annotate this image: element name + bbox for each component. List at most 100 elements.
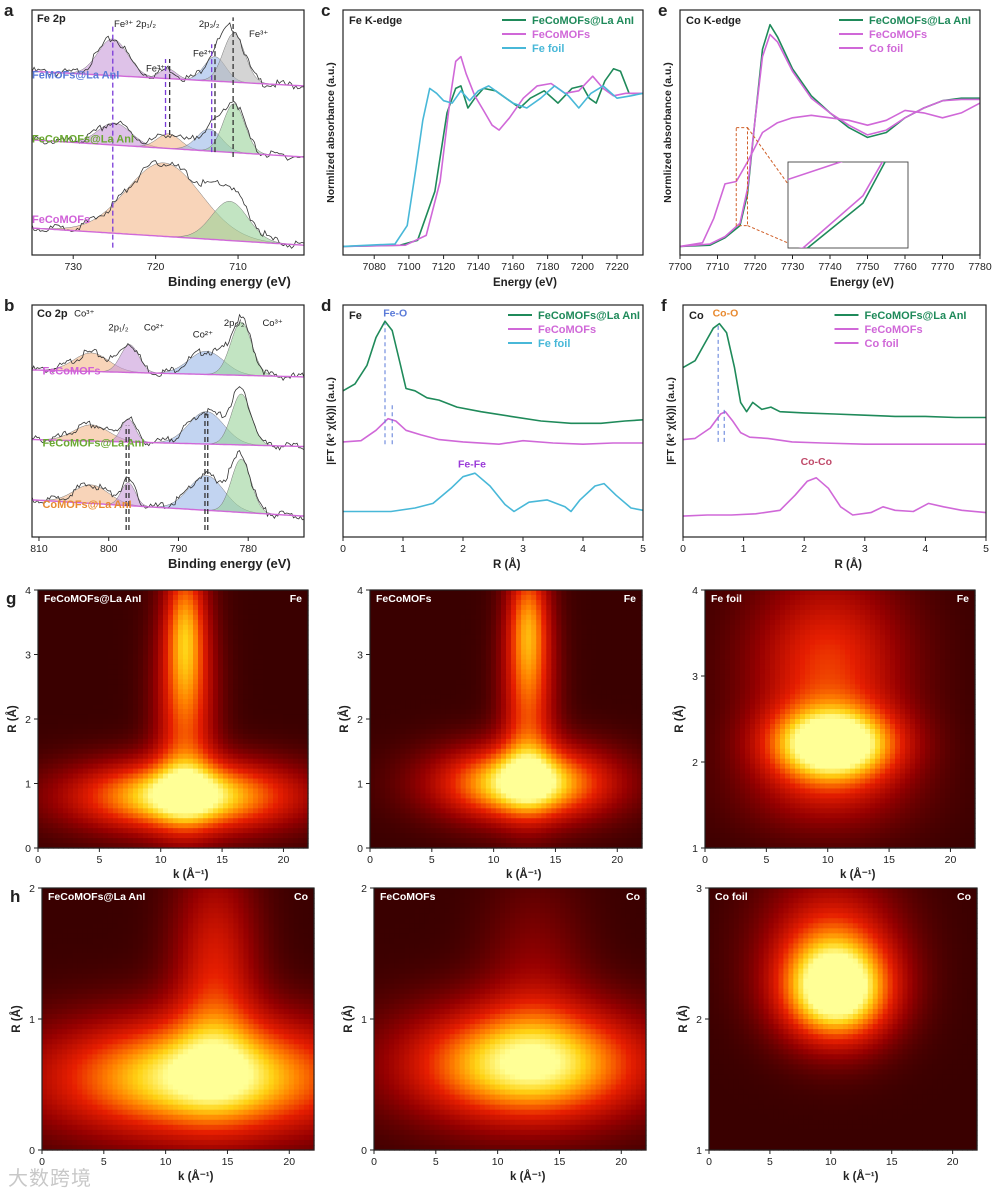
heatmap-cell <box>188 634 194 641</box>
heatmap-cell <box>238 704 244 710</box>
heatmap-cell <box>380 689 386 695</box>
heatmap-cell <box>193 669 199 675</box>
heatmap-cell <box>198 763 204 770</box>
heatmap-cell <box>58 823 64 829</box>
heatmap-cell <box>73 823 79 829</box>
heatmap-cell <box>143 599 149 606</box>
heatmap-cell <box>133 833 139 839</box>
heatmap-cell <box>475 719 482 725</box>
heatmap-cell <box>470 823 477 829</box>
heatmap-cell <box>370 758 376 765</box>
heatmap-cell <box>228 649 234 656</box>
heatmap-cell <box>208 714 214 720</box>
heatmap-cell <box>128 634 134 641</box>
heatmap-cell <box>123 689 129 695</box>
heatmap-cell <box>455 743 462 750</box>
heatmap-cell <box>38 654 44 661</box>
heatmap-cell <box>188 748 194 755</box>
heatmap-cell <box>128 783 134 790</box>
heatmap-cell <box>516 748 522 755</box>
heatmap-cell <box>138 649 144 656</box>
heatmap-cell <box>551 689 557 695</box>
heatmap-cell <box>475 793 482 799</box>
heatmap-cell <box>400 624 406 631</box>
heatmap-cell <box>511 733 517 740</box>
heatmap-cell <box>73 649 79 656</box>
heatmap-cell <box>193 709 199 715</box>
heatmap-cell <box>500 738 507 745</box>
heatmap-cell <box>480 590 487 596</box>
heatmap-cell <box>536 654 542 661</box>
heatmap-cell <box>133 723 139 730</box>
heatmap-cell <box>526 738 532 745</box>
heatmap-cell <box>460 758 467 765</box>
heatmap-cell <box>38 704 44 710</box>
x-tick-label: 3 <box>520 543 526 555</box>
heatmap-cell <box>218 679 224 685</box>
heatmap-cell <box>430 649 437 656</box>
heatmap-cell <box>63 709 69 715</box>
heatmap-cell <box>405 838 411 844</box>
heatmap-cell <box>198 773 204 780</box>
heatmap-cell <box>506 659 512 666</box>
heatmap-cell <box>258 808 264 814</box>
heatmap-cell <box>390 818 396 824</box>
heatmap-cell <box>475 808 482 814</box>
heatmap-cell <box>445 743 452 750</box>
heatmap-cell <box>253 823 259 829</box>
heatmap-cell <box>400 803 406 809</box>
heatmap-cell <box>541 624 547 631</box>
heatmap-cell <box>148 664 154 670</box>
heatmap-cell <box>430 793 437 799</box>
heatmap-cell <box>53 664 59 670</box>
legend-entry: FeCoMOFs@La AnI <box>869 15 971 27</box>
heatmap-cell <box>475 659 482 666</box>
heatmap-cell <box>273 728 279 735</box>
heatmap-cell <box>516 818 522 824</box>
heatmap-cell <box>455 723 462 730</box>
peak-annotation: 2p₃/₂ <box>199 19 220 30</box>
heatmap-cell <box>445 664 452 670</box>
heatmap-cell <box>415 694 421 700</box>
heatmap-cell <box>485 793 492 799</box>
heatmap-cell <box>415 659 421 666</box>
heatmap-cell <box>88 649 94 656</box>
heatmap-cell <box>158 644 164 651</box>
heatmap-cell <box>485 664 492 670</box>
heatmap-cell <box>405 709 411 715</box>
heatmap-cell <box>148 733 154 740</box>
heatmap-cell <box>375 624 381 631</box>
x-tick-label: 1 <box>741 543 747 555</box>
heatmap-cell <box>168 798 174 804</box>
heatmap-cell <box>48 599 54 606</box>
heatmap-cell <box>153 599 159 606</box>
heatmap-cell <box>113 808 119 814</box>
heatmap-cell <box>485 768 492 775</box>
heatmap-cell <box>490 773 497 780</box>
heatmap-cell <box>420 803 427 809</box>
heatmap-cell <box>278 813 284 819</box>
heatmap-cell <box>173 723 179 730</box>
heatmap-cell <box>273 644 279 651</box>
heatmap-cell <box>253 609 259 616</box>
heatmap-cell <box>445 679 452 685</box>
heatmap-cell <box>288 714 294 720</box>
heatmap-cell <box>435 599 442 606</box>
heatmap-cell <box>405 763 411 770</box>
heatmap-cell <box>198 669 204 675</box>
heatmap-cell <box>253 604 259 611</box>
heatmap-cell <box>43 808 49 814</box>
heatmap-cell <box>385 714 391 720</box>
heatmap-cell <box>460 753 467 760</box>
heatmap-cell <box>108 634 114 641</box>
heatmap-cell <box>153 649 159 656</box>
heatmap-cell <box>38 669 44 675</box>
heatmap-cell <box>531 743 537 750</box>
heatmap-cell <box>113 609 119 616</box>
heatmap-cell <box>531 704 537 710</box>
heatmap-cell <box>208 748 214 755</box>
heatmap-cell <box>103 738 109 745</box>
heatmap-cell <box>278 818 284 824</box>
heatmap-cell <box>78 694 84 700</box>
heatmap-cell <box>178 838 184 844</box>
